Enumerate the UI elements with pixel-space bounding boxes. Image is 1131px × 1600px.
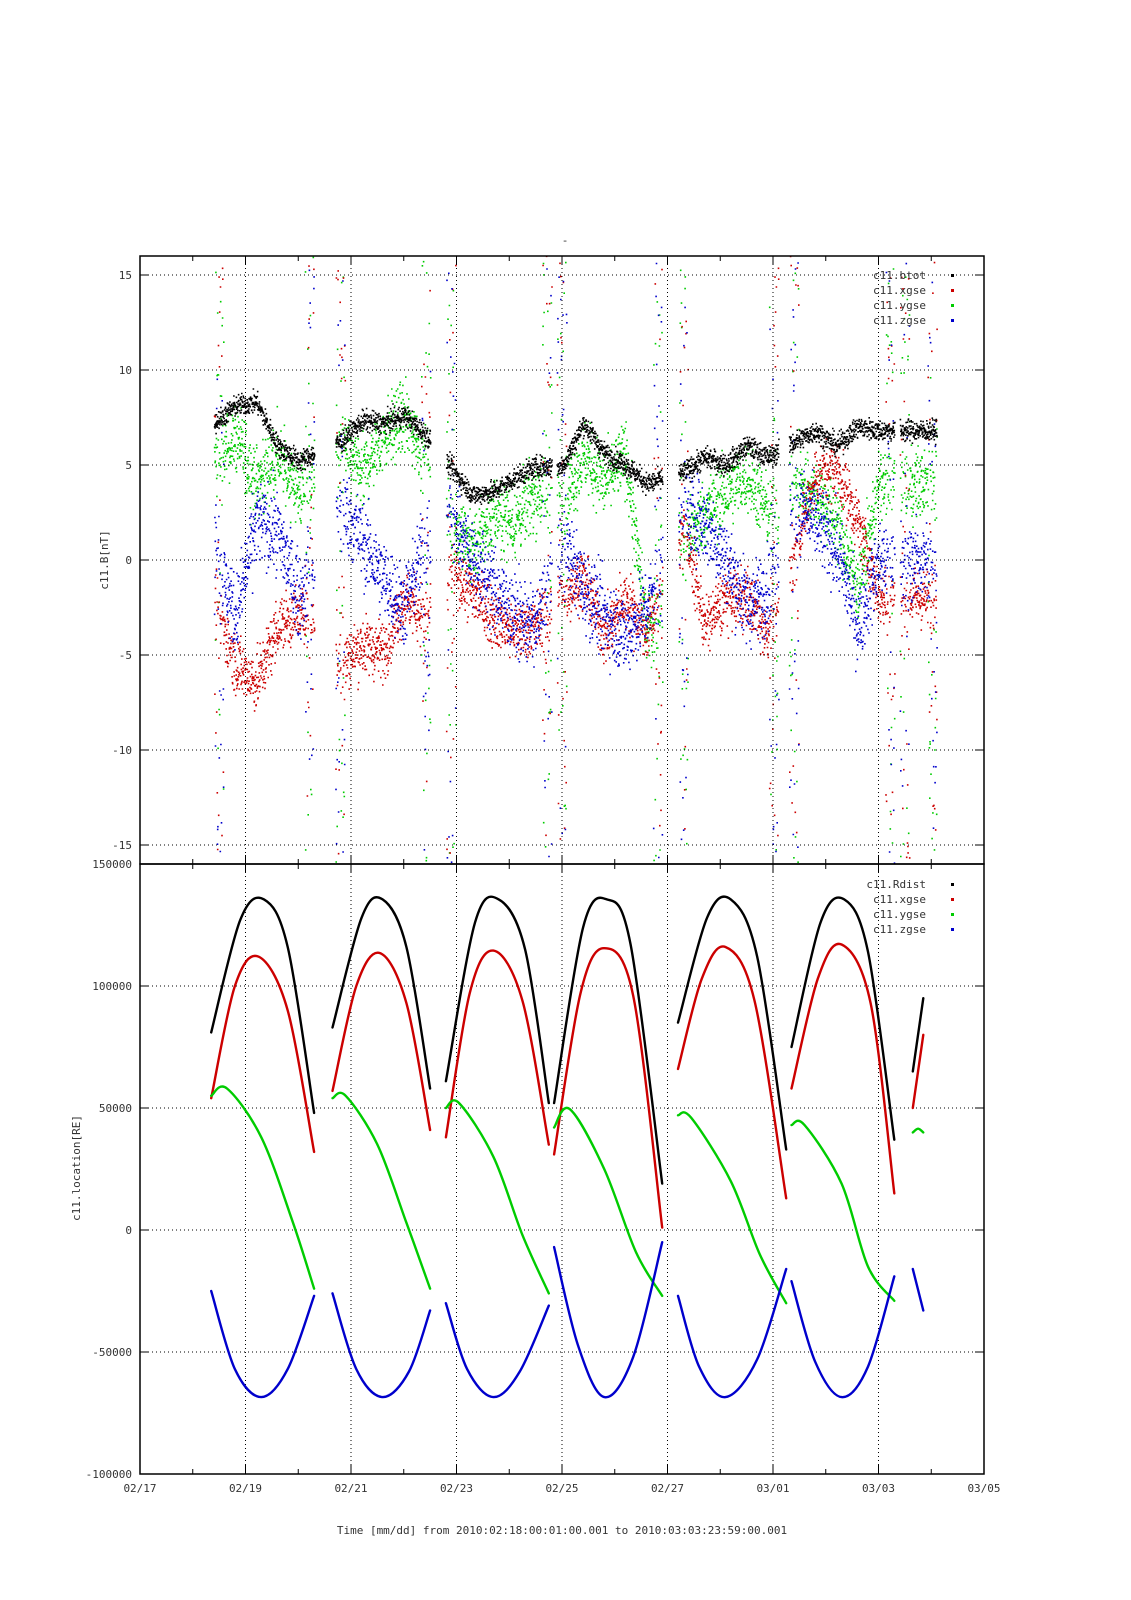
y-tick-label: -50000: [92, 1346, 132, 1359]
series-line-zgse: [676, 1267, 788, 1399]
legend-entry-marker: [951, 319, 954, 322]
series-line-xgse: [676, 945, 788, 1200]
legend-entry-marker: [951, 928, 954, 931]
series-line-ygse: [676, 1111, 788, 1305]
y-tick-label: -10: [112, 744, 132, 757]
magnetic-field-legend: c11.btot c11.xgse c11.ygse c11.zgse: [873, 269, 954, 327]
x-tick-label: 03/03: [862, 1482, 895, 1495]
y-tick-label: 15: [119, 269, 132, 282]
series-line-Rdist: [331, 895, 432, 1090]
series-line-ygse: [444, 1099, 550, 1295]
series-line-zgse: [210, 1289, 316, 1399]
location-legend: c11.Rdist c11.xgse c11.ygse c11.zgse: [866, 878, 954, 936]
series-line-Rdist: [552, 896, 664, 1185]
y-tick-label: 0: [125, 1224, 132, 1237]
location-frame: [139, 863, 985, 1475]
series-line-xgse: [552, 947, 664, 1229]
legend-entry-label: c11.zgse: [873, 314, 926, 327]
series-line-xgse: [331, 951, 432, 1132]
location-y-label: c11.location[RE]: [70, 1115, 83, 1221]
series-line-xgse: [444, 949, 550, 1146]
magnetic-field-y-label: c11.B[nT]: [98, 530, 111, 590]
x-tick-label: 02/25: [545, 1482, 578, 1495]
series-line-ygse: [911, 1127, 925, 1134]
location-panel: -100000 -50000 0 50000 100000 150000 c11.loca…: [70, 858, 984, 1481]
legend-entry-label: c11.xgse: [873, 893, 926, 906]
location-data: [210, 895, 925, 1399]
y-tick-label: -15: [112, 839, 132, 852]
series-line-ygse: [552, 1106, 664, 1298]
legend-entry-label: c11.ygse: [873, 299, 926, 312]
x-tick-label: 02/27: [651, 1482, 684, 1495]
y-tick-label: 100000: [92, 980, 132, 993]
series-points-zgse: [213, 262, 938, 864]
x-tick-label: 02/17: [123, 1482, 156, 1495]
y-tick-label: -100000: [86, 1468, 132, 1481]
series-line-zgse: [552, 1241, 664, 1399]
y-tick-label: 50000: [99, 1102, 132, 1115]
legend-entry-marker: [951, 898, 954, 901]
legend-entry-marker: [951, 913, 954, 916]
legend-entry-marker: [951, 883, 954, 886]
series-line-xgse: [210, 954, 316, 1154]
series-line-Rdist: [210, 896, 316, 1115]
series-line-Rdist: [676, 895, 788, 1151]
legend-entry-marker: [951, 289, 954, 292]
x-tick-label: 02/21: [334, 1482, 367, 1495]
legend-entry-marker: [951, 304, 954, 307]
x-tick-label: 03/01: [756, 1482, 789, 1495]
legend-entry-label: c11.xgse: [873, 284, 926, 297]
y-tick-label: 5: [125, 459, 132, 472]
series-line-zgse: [444, 1302, 550, 1399]
time-x-axis: 02/17 02/19 02/21 02/23 02/25 02/27 03/01 03/03…: [123, 256, 1001, 1495]
x-tick-label: 03/05: [967, 1482, 1000, 1495]
series-line-ygse: [210, 1085, 316, 1290]
x-tick-label: 02/23: [440, 1482, 473, 1495]
figure-title: -: [562, 234, 569, 247]
y-tick-label: 10: [119, 364, 132, 377]
series-points-btot: [213, 388, 938, 505]
series-points-ygse: [213, 256, 938, 863]
magnetic-field-grid: [140, 256, 984, 864]
series-line-xgse: [911, 1033, 925, 1110]
series-line-ygse: [331, 1091, 432, 1290]
series-line-zgse: [790, 1275, 896, 1399]
series-line-Rdist: [444, 895, 550, 1105]
location-grid: [140, 864, 984, 1474]
legend-entry-label: c11.zgse: [873, 923, 926, 936]
legend-entry-label: c11.ygse: [873, 908, 926, 921]
series-line-Rdist: [911, 997, 925, 1073]
magnetic-field-panel: -15 -10 -5 0 5 10 15 c11.B[nT] c11.btot c11.xgs…: [98, 255, 984, 864]
series-line-Rdist: [790, 896, 896, 1141]
magnetic-field-data: [213, 255, 938, 864]
legend-entry-label: c11.Rdist: [866, 878, 926, 891]
y-tick-label: -5: [119, 649, 132, 662]
series-line-zgse: [331, 1292, 432, 1399]
location-y-ticks: -100000 -50000 0 50000 100000 150000: [86, 858, 984, 1481]
series-line-zgse: [911, 1267, 925, 1312]
x-axis-label: Time [mm/dd] from 2010:02:18:00:01:00.00…: [337, 1524, 787, 1537]
magnetic-field-y-ticks: -15 -10 -5 0 5 10 15: [112, 269, 984, 852]
y-tick-label: 150000: [92, 858, 132, 871]
x-tick-label: 02/19: [229, 1482, 262, 1495]
legend-entry-marker: [951, 274, 954, 277]
series-line-ygse: [790, 1119, 896, 1302]
legend-entry-label: c11.btot: [873, 269, 926, 282]
y-tick-label: 0: [125, 554, 132, 567]
series-line-xgse: [790, 942, 896, 1195]
